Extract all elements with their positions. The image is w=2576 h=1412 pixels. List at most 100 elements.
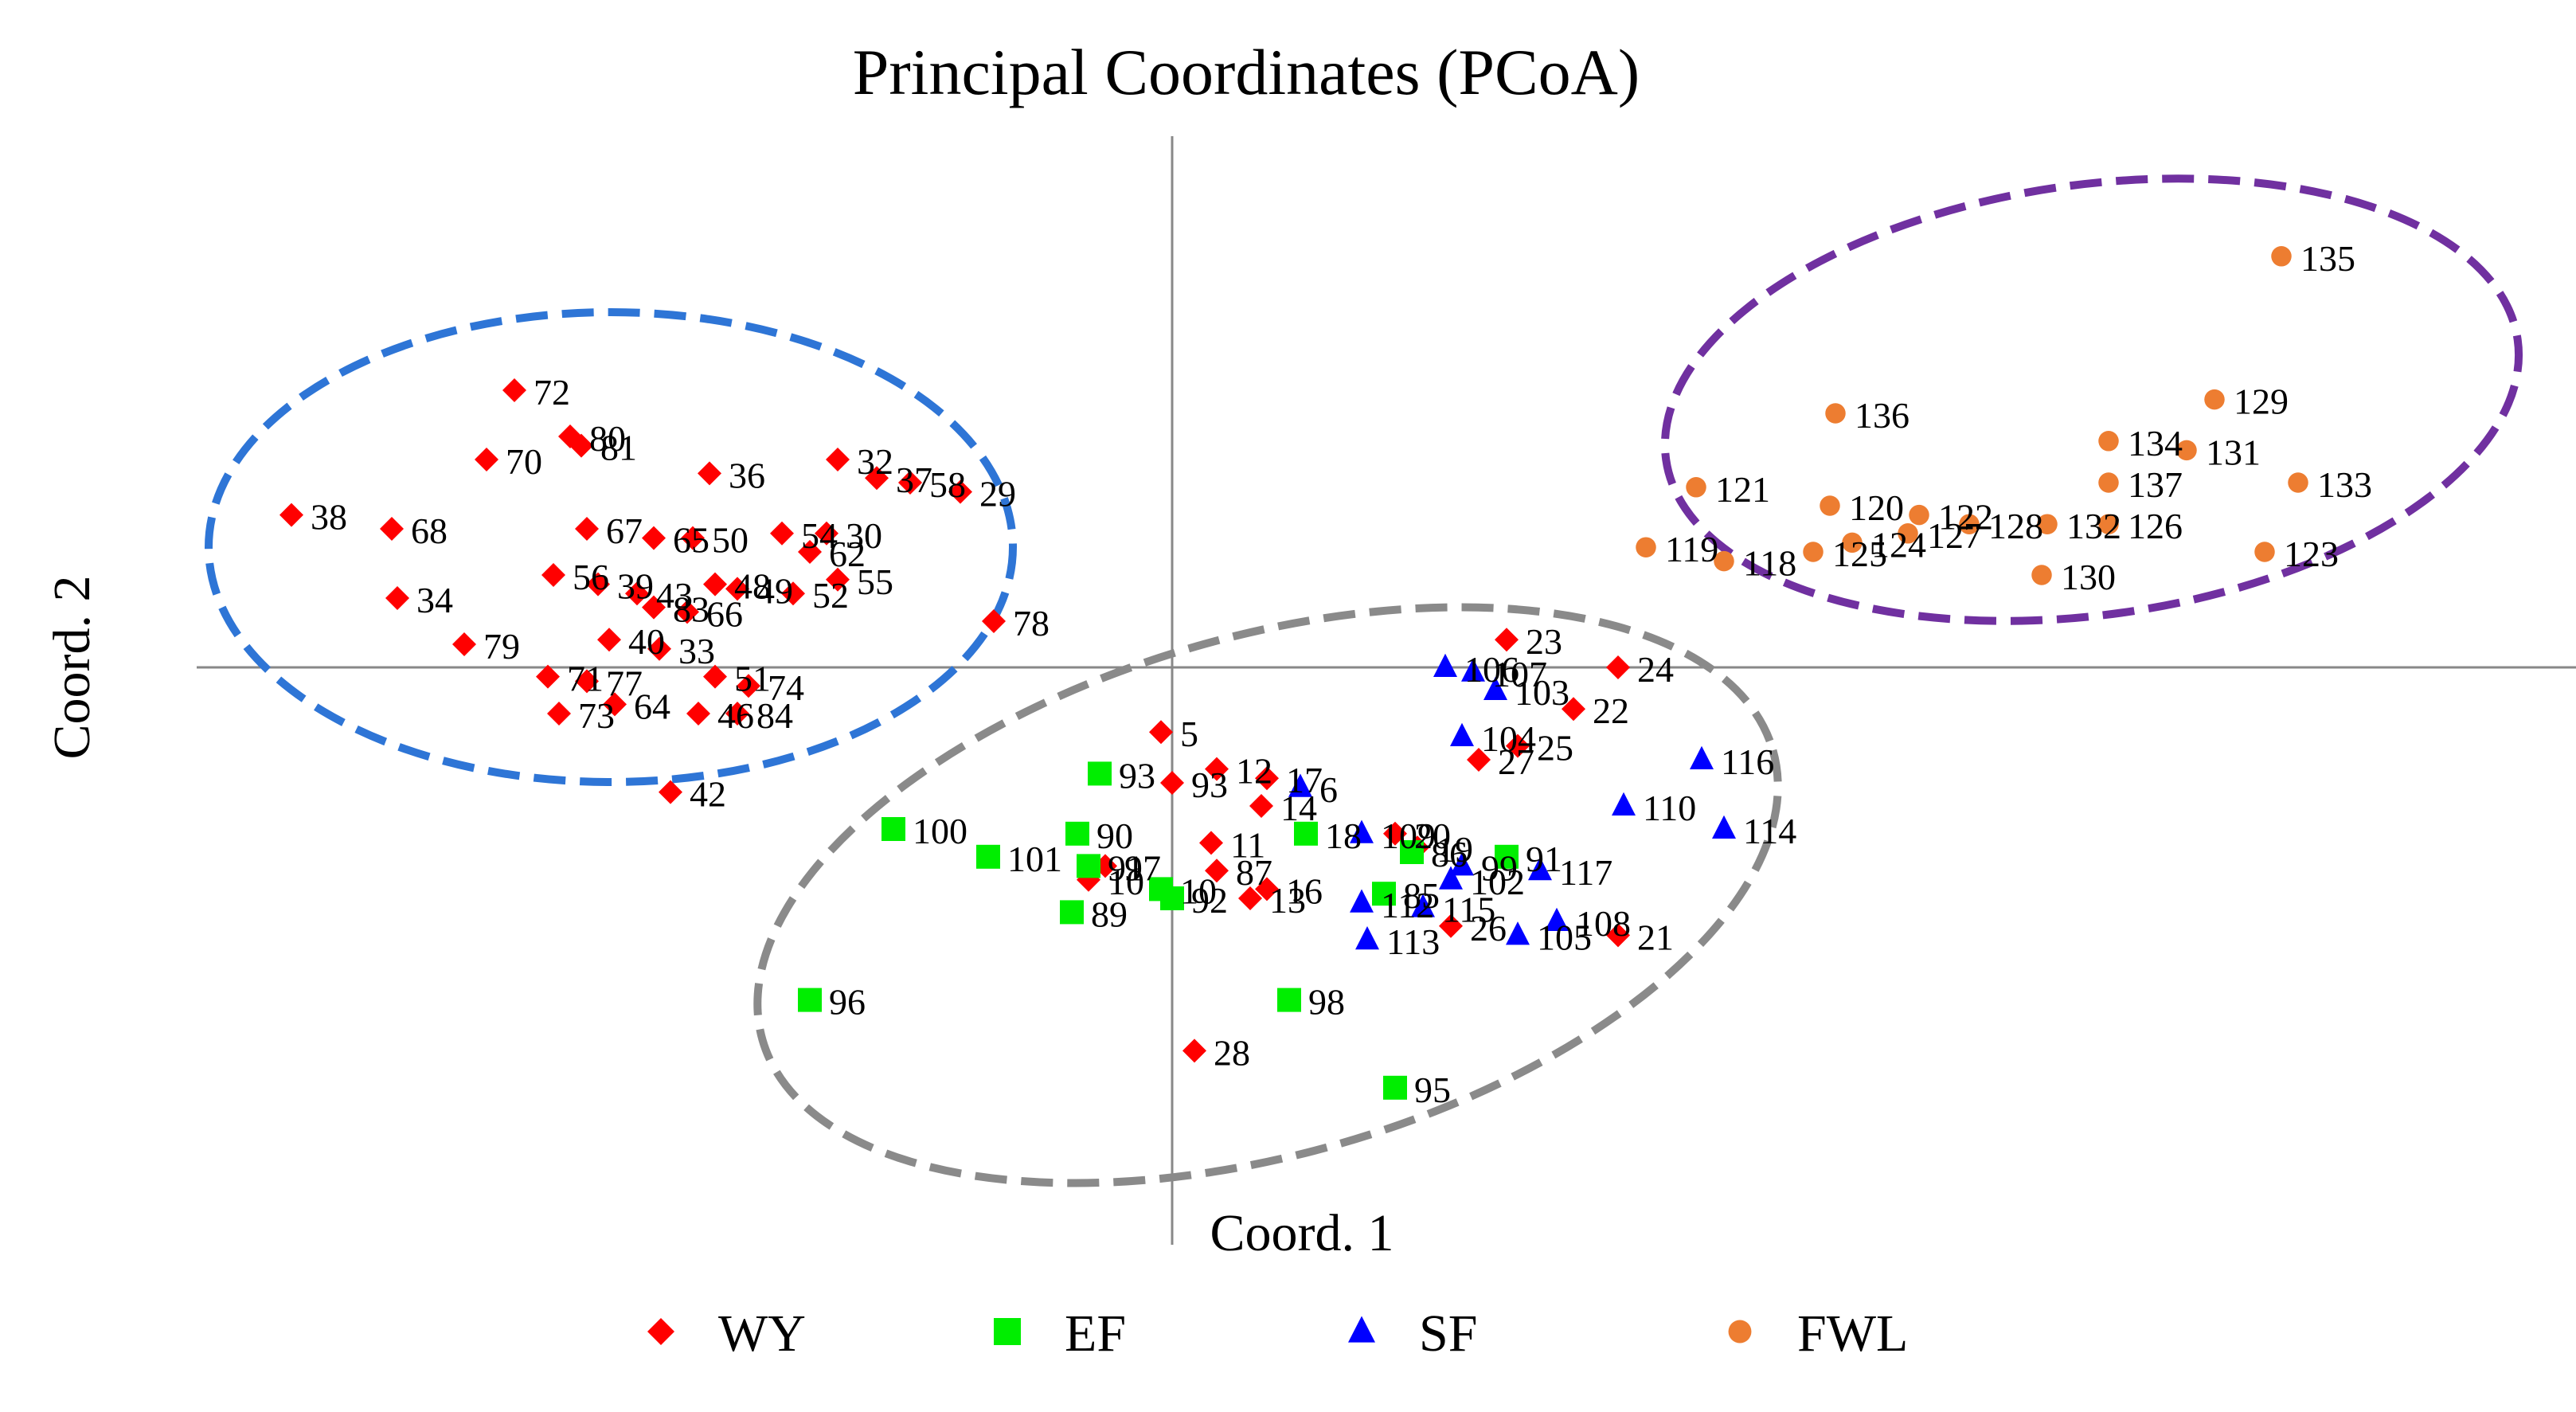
ef-point-label-101: 101 xyxy=(1007,839,1062,879)
wy-point-label-74: 74 xyxy=(768,667,804,708)
wy-point-84 xyxy=(725,702,749,726)
fwl-point-label-132: 132 xyxy=(2066,506,2121,546)
sf-point-label-6: 6 xyxy=(1319,769,1338,810)
ef-point-100 xyxy=(881,817,905,841)
wy-point-label-43: 43 xyxy=(656,575,693,616)
wy-point-42 xyxy=(659,780,682,804)
wy-point-label-25: 25 xyxy=(1537,728,1573,769)
wy-point-36 xyxy=(698,461,721,486)
sf-point-label-110: 110 xyxy=(1643,788,1696,828)
wy-point-54 xyxy=(770,521,794,546)
sf-point-label-99: 99 xyxy=(1481,847,1518,888)
wy-point-51 xyxy=(703,664,727,689)
sf-point-112 xyxy=(1350,889,1374,913)
wy-point-25 xyxy=(1506,733,1530,758)
wy-point-22 xyxy=(1562,697,1585,722)
wy-point-label-80: 80 xyxy=(589,418,626,459)
wy-point-label-71: 71 xyxy=(567,659,604,699)
wy-point-label-62: 62 xyxy=(829,534,866,574)
wy-point-label-16: 16 xyxy=(1286,870,1323,911)
wy-point-label-19: 19 xyxy=(1437,829,1473,870)
wy-point-21 xyxy=(1606,923,1630,948)
legend-label-wy: WY xyxy=(718,1304,806,1363)
chart-title: Principal Coordinates (PCoA) xyxy=(853,36,1640,108)
wy-point-label-40: 40 xyxy=(628,621,665,662)
wy-point-label-20: 20 xyxy=(1414,816,1451,856)
fwl-point-137 xyxy=(2098,472,2119,493)
fwl-point-120 xyxy=(1820,495,1840,516)
wy-point-label-50: 50 xyxy=(712,520,749,561)
sf-point-label-109: 109 xyxy=(1381,816,1436,856)
fwl-point-label-128: 128 xyxy=(1988,506,2043,546)
fwl-point-label-129: 129 xyxy=(2234,381,2289,422)
wy-point-label-39: 39 xyxy=(617,566,654,607)
wy-point-5 xyxy=(1149,720,1173,745)
sf-point-116 xyxy=(1690,745,1714,769)
wy-point-67 xyxy=(575,517,599,541)
wy-point-label-79: 79 xyxy=(483,626,520,667)
wy-point-label-67: 67 xyxy=(606,510,643,551)
ef-point-93 xyxy=(1088,761,1112,786)
wy-point-72 xyxy=(502,378,526,402)
ef-point-label-91: 91 xyxy=(1526,839,1562,879)
ef-point-85 xyxy=(1372,882,1396,906)
fwl-point-label-125: 125 xyxy=(1832,534,1887,574)
axes xyxy=(197,136,2576,1245)
wy-point-73 xyxy=(547,702,571,726)
wy-point-label-51: 51 xyxy=(734,659,771,699)
wy-point-87 xyxy=(1205,859,1229,883)
fwl-point-126 xyxy=(2098,514,2119,534)
wy-point-49 xyxy=(725,577,749,601)
fwl-point-121 xyxy=(1686,477,1706,498)
legend-marker-sf xyxy=(1348,1316,1375,1343)
wy-point-label-12: 12 xyxy=(1236,751,1272,792)
fwl-point-127 xyxy=(1898,523,1918,544)
sf-point-114 xyxy=(1712,815,1736,839)
ef-point-92 xyxy=(1160,886,1184,910)
wy-point-20 xyxy=(1383,821,1407,846)
ef-point-98 xyxy=(1277,988,1301,1012)
wy-point-55 xyxy=(826,567,850,592)
wy-point-label-10: 10 xyxy=(1108,862,1144,902)
wy-point-79 xyxy=(452,632,476,656)
fwl-point-122 xyxy=(1909,504,1929,526)
legend-marker-ef xyxy=(994,1318,1021,1345)
sf-point-110 xyxy=(1612,792,1636,816)
wy-point-64 xyxy=(603,692,627,717)
wy-point-label-32: 32 xyxy=(857,441,893,482)
sf-point-label-103: 103 xyxy=(1515,672,1569,713)
wy-point-label-30: 30 xyxy=(846,515,882,556)
ellipse-fwl-right xyxy=(1660,174,2523,625)
wy-point-label-97: 97 xyxy=(1124,847,1161,888)
ef-point-label-10: 10 xyxy=(1180,870,1217,911)
wy-point-52 xyxy=(781,581,805,606)
fwl-point-label-127: 127 xyxy=(1927,515,1982,556)
wy-point-label-36: 36 xyxy=(729,455,765,495)
wy-point-label-22: 22 xyxy=(1593,690,1629,731)
fwl-point-124 xyxy=(1842,532,1863,553)
wy-point-23 xyxy=(1495,628,1519,652)
wy-point-label-81: 81 xyxy=(600,428,637,468)
wy-point-38 xyxy=(279,503,303,527)
ef-point-91 xyxy=(1077,854,1100,878)
wy-point-46 xyxy=(686,702,710,726)
wy-point-12 xyxy=(1205,757,1229,781)
wy-point-label-21: 21 xyxy=(1637,917,1674,957)
wy-point-label-42: 42 xyxy=(690,774,726,815)
ef-point-86 xyxy=(1400,840,1424,864)
fwl-point-label-131: 131 xyxy=(2206,432,2261,472)
legend-label-sf: SF xyxy=(1419,1304,1477,1363)
wy-point-70 xyxy=(475,448,498,471)
wy-point-label-11: 11 xyxy=(1230,824,1265,865)
wy-point-17 xyxy=(1255,766,1279,791)
ef-point-label-85: 85 xyxy=(1403,875,1440,916)
fwl-point-119 xyxy=(1636,537,1656,557)
sf-point-99 xyxy=(1450,852,1474,876)
fwl-point-label-120: 120 xyxy=(1849,487,1904,528)
wy-point-label-55: 55 xyxy=(857,561,893,602)
fwl-point-label-134: 134 xyxy=(2128,423,2183,463)
fwl-point-136 xyxy=(1825,403,1846,424)
sf-point-label-104: 104 xyxy=(1481,718,1536,759)
sf-point-113 xyxy=(1355,925,1379,950)
